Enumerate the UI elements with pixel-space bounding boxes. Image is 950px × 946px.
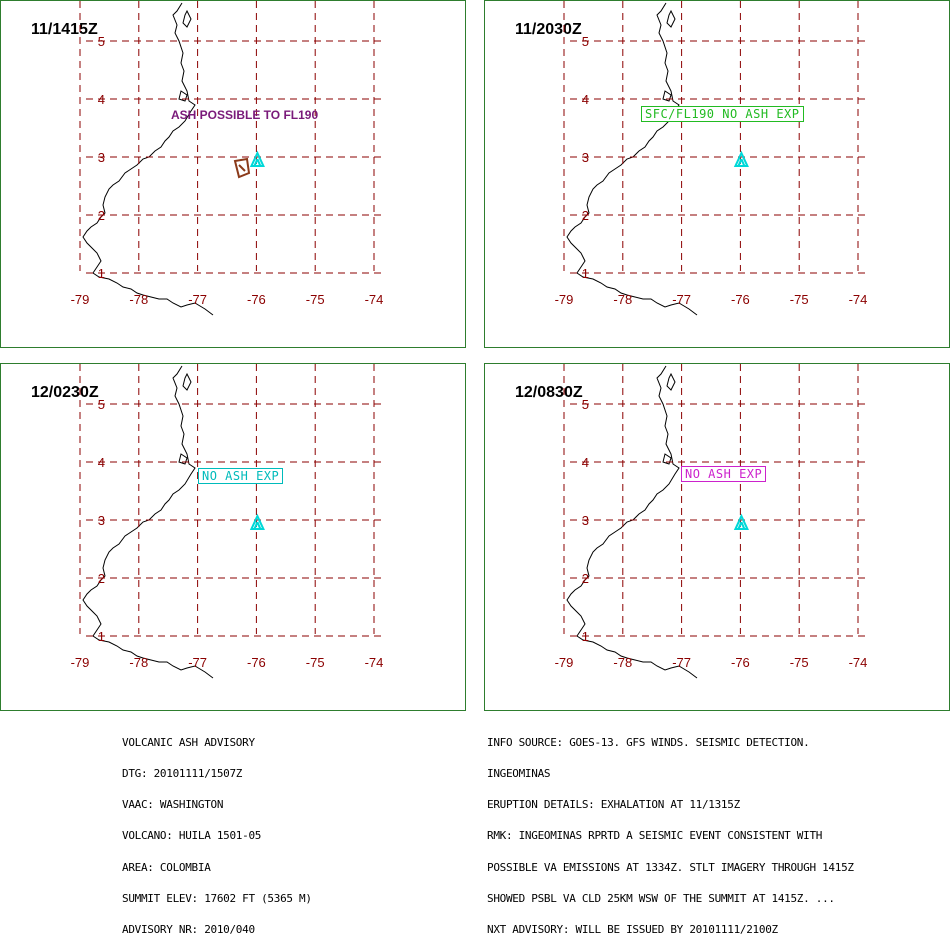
latitude-label: 4 — [98, 455, 105, 470]
latitude-label: 5 — [582, 34, 589, 49]
coastline — [178, 453, 188, 465]
longitude-label: -74 — [849, 655, 868, 670]
ash-annotation: ASH POSSIBLE TO FL190 — [171, 108, 319, 122]
longitude-label: -75 — [306, 292, 325, 307]
coastline — [566, 2, 698, 316]
advisory-line: VAAC: WASHINGTON — [122, 798, 224, 812]
advisory-line: ERUPTION DETAILS: EXHALATION AT 11/1315Z — [487, 798, 740, 812]
latitude-label: 1 — [582, 266, 589, 281]
map-canvas: -79 -78 -77 -76 -75 -74 5 4 3 2 1 — [555, 1, 868, 316]
coastline — [662, 453, 672, 465]
latitude-label: 2 — [98, 571, 105, 586]
forecast-panel-2: 11/2030Z -79 -78 -77 -76 -75 -74 5 4 3 2 1 SFC/FL190… — [484, 0, 950, 348]
volcano-triangle-icon — [249, 513, 265, 531]
latitude-label: 5 — [98, 34, 105, 49]
forecast-panel-4: 12/0830Z -79 -78 -77 -76 -75 -74 5 4 3 2 1 NO ASH EX… — [484, 363, 950, 711]
panel-valid-time: 11/1415Z — [31, 21, 98, 38]
longitude-label: -76 — [731, 655, 750, 670]
advisory-right-text: INFO SOURCE: GOES-13. GFS WINDS. SEISMIC… — [487, 717, 854, 946]
longitude-label: -75 — [790, 292, 809, 307]
advisory-line: ADVISORY NR: 2010/040 — [122, 923, 255, 937]
coastline — [82, 2, 214, 316]
latitude-label: 5 — [98, 397, 105, 412]
panel-valid-time: 12/0830Z — [515, 384, 583, 401]
coastline — [182, 372, 192, 391]
latitude-label: 1 — [582, 629, 589, 644]
longitude-label: -77 — [188, 292, 207, 307]
longitude-label: -74 — [365, 655, 384, 670]
advisory-left-text: VOLCANIC ASH ADVISORY DTG: 20101111/1507… — [122, 717, 312, 946]
coastline — [182, 9, 192, 28]
longitude-label: -76 — [247, 655, 266, 670]
map-canvas: -79 -78 -77 -76 -75 -74 5 4 3 2 1 — [71, 364, 384, 679]
longitude-label: -76 — [247, 292, 266, 307]
panel-valid-time: 11/2030Z — [515, 21, 582, 38]
latitude-label: 2 — [582, 208, 589, 223]
coastline — [666, 9, 676, 28]
longitude-label: -79 — [71, 655, 90, 670]
advisory-line: SHOWED PSBL VA CLD 25KM WSW OF THE SUMMI… — [487, 891, 835, 905]
volcano-triangle-icon — [733, 513, 749, 531]
volcano-triangle-icon — [249, 150, 265, 168]
advisory-line: SUMMIT ELEV: 17602 FT (5365 M) — [122, 891, 312, 905]
latitude-label: 3 — [582, 150, 589, 165]
longitude-label: -79 — [555, 292, 574, 307]
advisory-line: DTG: 20101111/1507Z — [122, 767, 243, 781]
advisory-line: AREA: COLOMBIA — [122, 860, 211, 874]
coastline — [566, 365, 698, 679]
advisory-line: NXT ADVISORY: WILL BE ISSUED BY 20101111… — [487, 923, 778, 937]
longitude-label: -74 — [365, 292, 384, 307]
coastline — [662, 90, 672, 102]
longitude-label: -77 — [672, 655, 691, 670]
latitude-label: 1 — [98, 266, 105, 281]
latitude-label: 2 — [98, 208, 105, 223]
latitude-label: 3 — [98, 150, 105, 165]
advisory-line: INFO SOURCE: GOES-13. GFS WINDS. SEISMIC… — [487, 735, 810, 749]
ash-cloud-polygon — [233, 157, 251, 179]
ash-annotation: SFC/FL190 NO ASH EXP — [641, 106, 804, 122]
longitude-label: -79 — [71, 292, 90, 307]
latitude-label: 4 — [582, 455, 589, 470]
longitude-label: -79 — [555, 655, 574, 670]
longitude-label: -78 — [129, 655, 148, 670]
latitude-label: 3 — [98, 513, 105, 528]
longitude-label: -76 — [731, 292, 750, 307]
longitude-label: -78 — [613, 655, 632, 670]
advisory-line: RMK: INGEOMINAS RPRTD A SEISMIC EVENT CO… — [487, 829, 823, 843]
advisory-line: POSSIBLE VA EMISSIONS AT 1334Z. STLT IMA… — [487, 860, 854, 874]
longitude-label: -77 — [672, 292, 691, 307]
latitude-label: 4 — [582, 92, 589, 107]
longitude-label: -78 — [613, 292, 632, 307]
advisory-line: INGEOMINAS — [487, 767, 551, 781]
longitude-label: -78 — [129, 292, 148, 307]
longitude-label: -75 — [790, 655, 809, 670]
coastline — [178, 90, 188, 102]
ash-annotation: NO ASH EXP — [681, 466, 767, 482]
volcano-triangle-icon — [733, 150, 749, 168]
coastline — [82, 365, 214, 679]
latitude-label: 1 — [98, 629, 105, 644]
panel-valid-time: 12/0230Z — [31, 384, 99, 401]
latitude-label: 3 — [582, 513, 589, 528]
latitude-label: 2 — [582, 571, 589, 586]
forecast-panel-3: 12/0230Z -79 -78 -77 -76 -75 -74 5 4 3 2 1 NO ASH EX… — [0, 363, 466, 711]
latitude-label: 4 — [98, 92, 105, 107]
advisory-line: VOLCANIC ASH ADVISORY — [122, 735, 255, 749]
coastline — [666, 372, 676, 391]
forecast-panel-1: 11/1415Z -79 -78 -77 -76 -75 -74 5 4 3 2 1 ASH POSSI… — [0, 0, 466, 348]
longitude-label: -77 — [188, 655, 207, 670]
latitude-label: 5 — [582, 397, 589, 412]
longitude-label: -75 — [306, 655, 325, 670]
advisory-line: VOLCANO: HUILA 1501-05 — [122, 829, 262, 843]
ash-annotation: NO ASH EXP — [198, 468, 284, 484]
map-canvas: -79 -78 -77 -76 -75 -74 5 4 3 2 1 — [71, 1, 384, 316]
map-canvas: -79 -78 -77 -76 -75 -74 5 4 3 2 1 — [555, 364, 868, 679]
longitude-label: -74 — [849, 292, 868, 307]
